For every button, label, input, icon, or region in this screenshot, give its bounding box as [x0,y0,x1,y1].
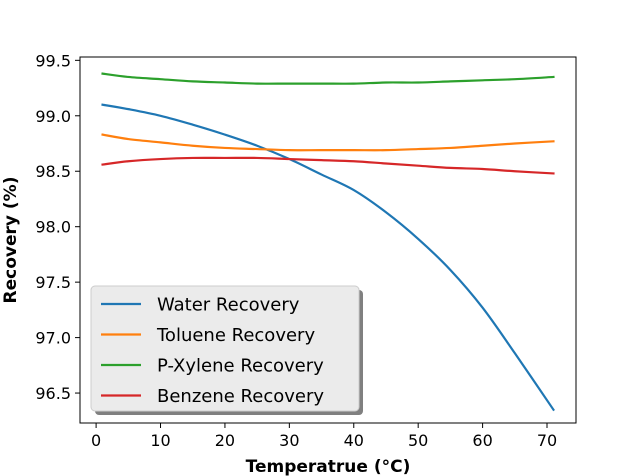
series-line-toluene-recovery [101,133,555,152]
x-tick-label: 20 [215,431,235,450]
series-layer [101,72,555,412]
x-tick-label: 10 [150,431,170,450]
y-tick-label: 98.0 [35,218,71,237]
y-tick-label: 99.0 [35,107,71,126]
legend-label-water-recovery: Water Recovery [157,295,300,316]
legend-label-toluene-recovery: Toluene Recovery [156,325,315,346]
plot-frame [79,56,577,424]
y-axis: 96.5 97.0 97.5 98.0 98.5 99.0 99.5 [35,51,80,403]
y-tick-label: 96.5 [35,384,71,403]
legend-label-benzene-recovery: Benzene Recovery [157,386,324,407]
legend-box [90,285,360,412]
y-tick-label: 98.5 [35,162,71,181]
x-tick-label: 30 [279,431,299,450]
x-tick-label: 0 [91,431,101,450]
x-tick-label: 50 [408,431,428,450]
y-tick-label: 99.5 [35,51,71,70]
legend: Water Recovery Toluene Recovery P-Xylene R… [90,285,363,415]
y-tick-label: 97.0 [35,329,71,348]
series-line-benzene-recovery [101,156,555,175]
x-tick-label: 60 [472,431,492,450]
x-axis: 0 10 20 30 40 50 60 70 [91,423,557,450]
y-axis-title: Recovery (%) [1,177,21,304]
series-line-water-recovery [101,103,555,412]
x-tick-label: 70 [537,431,557,450]
x-axis-title: Temperatrue (°C) [246,457,411,476]
x-tick-label: 40 [344,431,364,450]
y-tick-label: 97.5 [35,273,71,292]
series-line-p-xylene-recovery [101,72,555,85]
legend-items: Water Recovery Toluene Recovery P-Xylene R… [101,295,324,407]
legend-label-p-xylene-recovery: P-Xylene Recovery [157,356,324,377]
